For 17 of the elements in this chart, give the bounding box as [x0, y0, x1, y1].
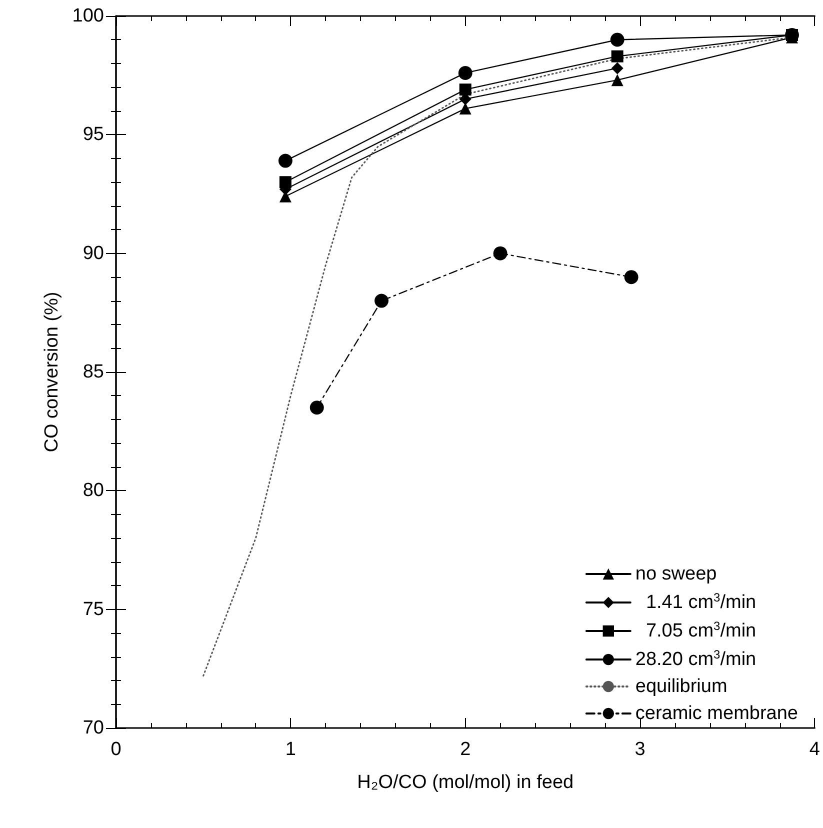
y-tick-label: 80 — [82, 480, 104, 502]
y-tick-label: 70 — [82, 718, 104, 738]
x-axis-title: H₂O/CO (mol/mol) in feed — [357, 772, 574, 793]
y-tick-label: 90 — [82, 242, 104, 264]
y-tick-label: 100 — [72, 6, 104, 26]
y-tick-label: 95 — [82, 124, 104, 146]
x-tick-label: 2 — [460, 739, 471, 760]
x-tick-label: 1 — [285, 739, 296, 760]
x-tick-label: 0 — [110, 739, 122, 760]
y-tick-label: 85 — [82, 362, 104, 382]
legend-label: ceramic membrane — [635, 703, 798, 724]
y-axis-title: CO conversion (%) — [41, 292, 62, 452]
x-tick-label: 3 — [634, 739, 646, 760]
legend-label: equilibrium — [635, 676, 728, 697]
y-tick-label: 75 — [82, 598, 104, 620]
x-tick-label: 4 — [809, 739, 820, 760]
legend-label: no sweep — [635, 564, 717, 584]
